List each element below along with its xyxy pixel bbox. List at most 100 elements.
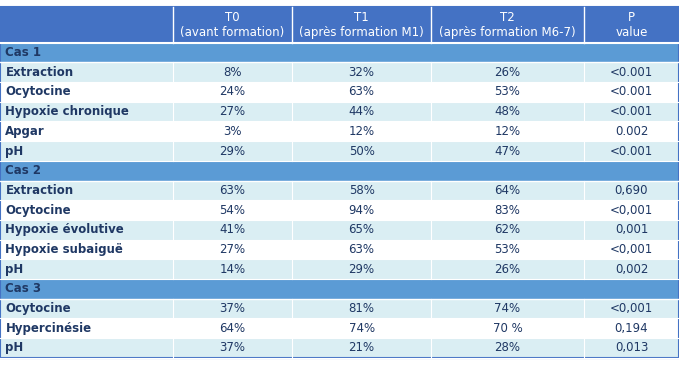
Bar [431,239,584,259]
Text: 27%: 27% [219,243,246,256]
Bar [292,141,431,161]
Text: Ocytocine: Ocytocine [5,302,71,315]
Text: 0.002: 0.002 [614,125,648,138]
Text: 65%: 65% [348,223,375,236]
Text: 63%: 63% [348,243,375,256]
Bar [292,259,431,279]
Bar [431,122,584,141]
Text: <0.001: <0.001 [610,145,653,158]
Text: 63%: 63% [219,184,246,197]
Bar [584,338,679,358]
Bar [584,141,679,161]
Bar [0,122,173,141]
Bar [0,43,173,62]
Text: T0
(avant formation): T0 (avant formation) [181,11,285,39]
Text: Hypoxie chronique: Hypoxie chronique [5,105,129,118]
Text: 53%: 53% [494,243,521,256]
Text: <0.001: <0.001 [610,85,653,99]
Bar [173,259,292,279]
Text: 48%: 48% [494,105,521,118]
Bar [173,181,292,200]
Bar [431,338,584,358]
Text: 0,001: 0,001 [614,223,648,236]
Bar [431,181,584,200]
Bar [0,161,173,181]
Text: Hypoxie subaiguë: Hypoxie subaiguë [5,243,124,256]
Bar [292,299,431,318]
Text: Cas 2: Cas 2 [5,164,41,177]
Text: 0,002: 0,002 [614,262,648,276]
Bar [584,220,679,239]
Text: pH: pH [5,341,24,354]
Bar [173,338,292,358]
Text: 70 %: 70 % [493,322,522,335]
Bar [173,239,292,259]
Bar [0,239,173,259]
Text: 12%: 12% [494,125,521,138]
Text: Apgar: Apgar [5,125,45,138]
Bar [173,318,292,338]
Bar [0,299,173,318]
Text: 12%: 12% [348,125,375,138]
Text: Extraction: Extraction [5,66,73,79]
Text: 26%: 26% [494,262,521,276]
Text: Hypoxie évolutive: Hypoxie évolutive [5,223,124,236]
Bar [292,62,431,82]
Text: 0,013: 0,013 [614,341,648,354]
Bar [0,279,173,299]
Bar [292,239,431,259]
Text: 3%: 3% [223,125,242,138]
Text: 21%: 21% [348,341,375,354]
Bar [173,279,292,299]
Bar [173,102,292,122]
Text: <0,001: <0,001 [610,204,653,216]
Bar [173,161,292,181]
Bar [431,220,584,239]
Bar [0,141,173,161]
Bar [431,259,584,279]
Bar [431,7,584,43]
Bar [0,82,173,102]
Bar [173,82,292,102]
Bar [0,338,173,358]
Text: Cas 1: Cas 1 [5,46,41,59]
Bar [173,220,292,239]
Bar [0,62,173,82]
Text: Extraction: Extraction [5,184,73,197]
Bar [173,62,292,82]
Text: 8%: 8% [223,66,242,79]
Bar [584,122,679,141]
Text: 54%: 54% [219,204,246,216]
Text: 37%: 37% [219,341,246,354]
Text: 28%: 28% [494,341,521,354]
Bar [292,338,431,358]
Text: 94%: 94% [348,204,375,216]
Text: T1
(après formation M1): T1 (après formation M1) [299,11,424,39]
Text: 47%: 47% [494,145,521,158]
Bar [584,200,679,220]
Text: 53%: 53% [494,85,521,99]
Text: 64%: 64% [219,322,246,335]
Bar [431,62,584,82]
Text: P
value: P value [615,11,648,39]
Bar [0,259,173,279]
Bar [584,318,679,338]
Bar [173,200,292,220]
Bar [431,318,584,338]
Text: 0,194: 0,194 [614,322,648,335]
Text: Ocytocine: Ocytocine [5,85,71,99]
Text: 26%: 26% [494,66,521,79]
Text: Cas 3: Cas 3 [5,282,41,295]
Text: T2
(après formation M6-7): T2 (après formation M6-7) [439,11,576,39]
Bar [292,82,431,102]
Text: 63%: 63% [348,85,375,99]
Bar [584,43,679,62]
Text: 44%: 44% [348,105,375,118]
Text: 58%: 58% [348,184,375,197]
Bar [0,220,173,239]
Text: 81%: 81% [348,302,375,315]
Text: 27%: 27% [219,105,246,118]
Bar [292,181,431,200]
Bar [431,161,584,181]
Text: 32%: 32% [348,66,375,79]
